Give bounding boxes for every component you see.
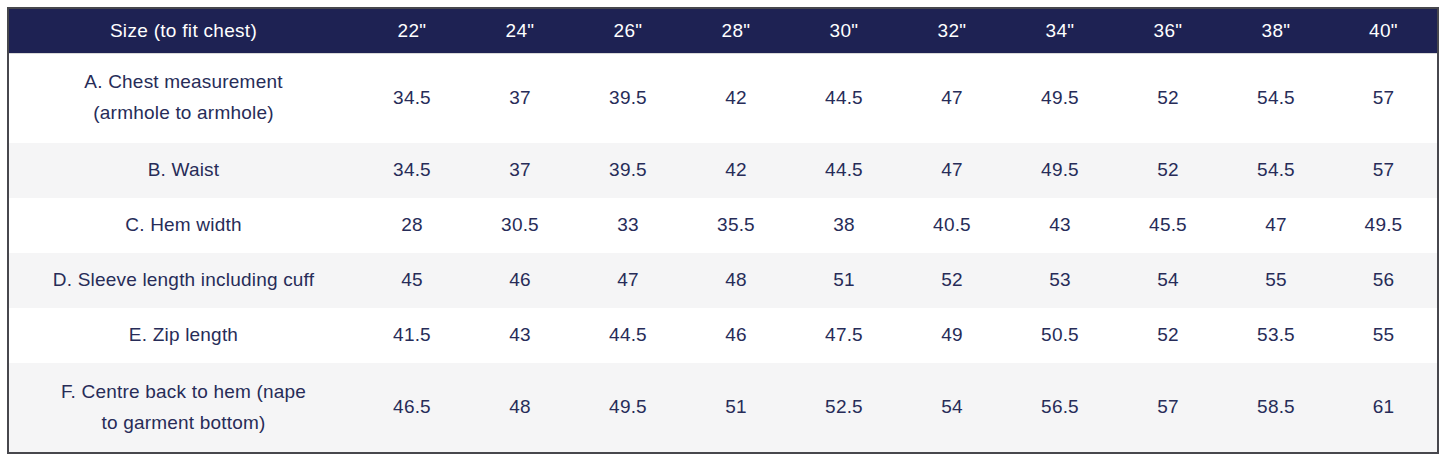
table-row-zip-length: E. Zip length 41.5 43 44.5 46 47.5 49 50… [8,308,1438,363]
size-value-cell: 54.5 [1222,143,1330,198]
size-value-cell: 38 [790,198,898,253]
size-value-cell: 47 [574,253,682,308]
size-value-cell: 39.5 [574,143,682,198]
size-value-cell: 50.5 [1006,308,1114,363]
size-value-cell: 49.5 [1006,53,1114,143]
size-value-cell: 58.5 [1222,363,1330,453]
row-label: E. Zip length [8,308,358,363]
size-value-cell: 49 [898,308,1006,363]
size-value-cell: 56.5 [1006,363,1114,453]
row-label: A. Chest measurement (armhole to armhole… [8,53,358,143]
size-column-header: 32" [898,8,1006,53]
size-value-cell: 45.5 [1114,198,1222,253]
size-value-cell: 55 [1222,253,1330,308]
size-value-cell: 44.5 [790,143,898,198]
size-value-cell: 49.5 [1330,198,1438,253]
size-value-cell: 47 [898,53,1006,143]
table-row-sleeve-length: D. Sleeve length including cuff 45 46 47… [8,253,1438,308]
size-column-header: 36" [1114,8,1222,53]
size-value-cell: 52.5 [790,363,898,453]
size-value-cell: 33 [574,198,682,253]
size-value-cell: 45 [358,253,466,308]
size-column-header: 26" [574,8,682,53]
table-row-chest-measurement: A. Chest measurement (armhole to armhole… [8,53,1438,143]
size-value-cell: 52 [898,253,1006,308]
size-value-cell: 37 [466,53,574,143]
size-value-cell: 53 [1006,253,1114,308]
size-column-header: 22" [358,8,466,53]
size-value-cell: 34.5 [358,53,466,143]
size-value-cell: 37 [466,143,574,198]
size-value-cell: 44.5 [790,53,898,143]
size-value-cell: 34.5 [358,143,466,198]
row-label: B. Waist [8,143,358,198]
size-value-cell: 51 [682,363,790,453]
table-row-centre-back-to-hem: F. Centre back to hem (nape to garment b… [8,363,1438,453]
size-value-cell: 51 [790,253,898,308]
size-value-cell: 44.5 [574,308,682,363]
row-label: C. Hem width [8,198,358,253]
header-row: Size (to fit chest) 22" 24" 26" 28" 30" … [8,8,1438,53]
size-value-cell: 47 [898,143,1006,198]
row-label: D. Sleeve length including cuff [8,253,358,308]
size-chart-page: Size (to fit chest) 22" 24" 26" 28" 30" … [0,0,1445,463]
size-value-cell: 43 [1006,198,1114,253]
size-value-cell: 55 [1330,308,1438,363]
size-value-cell: 35.5 [682,198,790,253]
size-value-cell: 43 [466,308,574,363]
size-column-header: 30" [790,8,898,53]
table-row-waist: B. Waist 34.5 37 39.5 42 44.5 47 49.5 52… [8,143,1438,198]
size-value-cell: 46.5 [358,363,466,453]
size-value-cell: 54 [898,363,1006,453]
size-column-header: 40" [1330,8,1438,53]
size-value-cell: 56 [1330,253,1438,308]
size-value-cell: 53.5 [1222,308,1330,363]
table-row-hem-width: C. Hem width 28 30.5 33 35.5 38 40.5 43 … [8,198,1438,253]
size-value-cell: 52 [1114,308,1222,363]
row-label: F. Centre back to hem (nape to garment b… [8,363,358,453]
size-column-header: 24" [466,8,574,53]
size-value-cell: 61 [1330,363,1438,453]
size-column-header: 28" [682,8,790,53]
size-value-cell: 48 [466,363,574,453]
size-value-cell: 49.5 [574,363,682,453]
size-column-header: 38" [1222,8,1330,53]
size-value-cell: 28 [358,198,466,253]
size-value-cell: 39.5 [574,53,682,143]
size-value-cell: 47.5 [790,308,898,363]
size-value-cell: 46 [682,308,790,363]
size-value-cell: 42 [682,143,790,198]
size-value-cell: 52 [1114,143,1222,198]
size-value-cell: 54 [1114,253,1222,308]
size-value-cell: 41.5 [358,308,466,363]
size-value-cell: 54.5 [1222,53,1330,143]
size-value-cell: 30.5 [466,198,574,253]
size-value-cell: 57 [1114,363,1222,453]
size-value-cell: 48 [682,253,790,308]
size-value-cell: 46 [466,253,574,308]
size-chart-title: Size (to fit chest) [8,8,358,53]
size-value-cell: 40.5 [898,198,1006,253]
size-value-cell: 57 [1330,143,1438,198]
size-value-cell: 52 [1114,53,1222,143]
size-value-cell: 42 [682,53,790,143]
size-value-cell: 47 [1222,198,1330,253]
size-value-cell: 57 [1330,53,1438,143]
size-column-header: 34" [1006,8,1114,53]
size-value-cell: 49.5 [1006,143,1114,198]
size-chart-table: Size (to fit chest) 22" 24" 26" 28" 30" … [7,7,1439,454]
